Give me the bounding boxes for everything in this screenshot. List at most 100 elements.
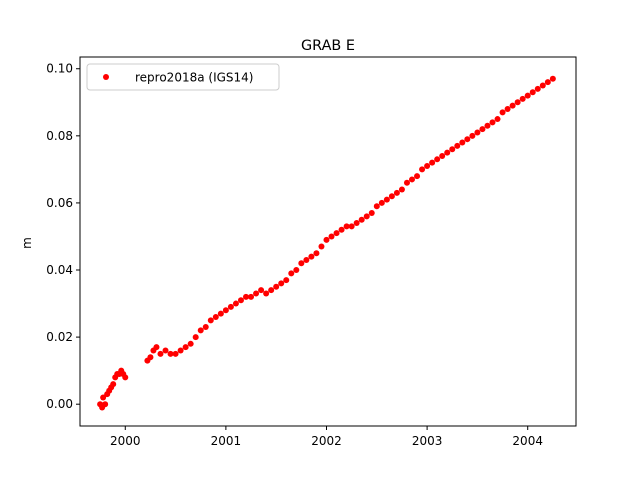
data-point (253, 290, 260, 297)
data-point (388, 193, 395, 200)
data-point (343, 223, 350, 230)
data-point (232, 300, 239, 307)
data-point (363, 213, 370, 220)
data-point (549, 75, 556, 82)
y-tick-label: 0.10 (46, 62, 73, 76)
data-point (403, 179, 410, 186)
data-point (353, 220, 360, 227)
data-point (172, 350, 179, 357)
data-point (100, 394, 107, 401)
data-point (449, 146, 456, 153)
data-point (459, 139, 466, 146)
data-point (318, 243, 325, 250)
data-point (383, 196, 390, 203)
data-point (222, 307, 229, 314)
data-point (147, 354, 154, 361)
data-point (454, 142, 461, 149)
data-point (177, 347, 184, 354)
x-tick-label: 2000 (110, 434, 141, 448)
data-point (494, 116, 501, 123)
y-tick-label: 0.06 (46, 196, 73, 210)
data-point (167, 350, 174, 357)
data-point (514, 99, 521, 106)
legend-box (86, 63, 280, 91)
y-tick-label: 0.02 (46, 330, 73, 344)
data-point (414, 173, 421, 180)
data-point (504, 106, 511, 112)
data-point (243, 293, 249, 300)
data-point (519, 95, 526, 102)
axes-frame (79, 56, 577, 427)
data-point (489, 119, 496, 126)
data-point (162, 347, 169, 354)
y-axis-label: m (20, 237, 34, 249)
data-point (278, 280, 285, 287)
data-point (268, 287, 275, 294)
data-point (293, 267, 300, 274)
data-point (192, 334, 199, 341)
data-point (187, 340, 194, 347)
data-point (544, 79, 551, 86)
chart-title: GRAB E (301, 38, 355, 54)
data-point (378, 199, 385, 206)
data-point (469, 132, 476, 139)
data-point (153, 344, 160, 351)
plot-area (97, 75, 556, 411)
data-point (197, 327, 204, 334)
data-point (409, 176, 416, 183)
data-point (202, 324, 209, 331)
data-point (182, 344, 189, 351)
data-point (358, 216, 365, 223)
data-point (368, 209, 375, 216)
data-point (328, 233, 335, 240)
data-point (398, 186, 405, 193)
data-point (102, 401, 109, 408)
y-tick-label: 0.04 (46, 263, 73, 277)
data-point (313, 250, 320, 257)
data-point (474, 129, 481, 136)
data-point (258, 287, 265, 294)
data-point (479, 126, 486, 133)
data-point (122, 374, 129, 381)
data-point (283, 277, 290, 284)
data-point (110, 381, 117, 388)
data-point (539, 82, 546, 89)
data-point (248, 293, 255, 300)
x-tick-label: 2004 (512, 434, 543, 448)
data-point (439, 152, 446, 159)
data-point (157, 350, 164, 357)
data-point (509, 102, 516, 109)
data-point (338, 226, 345, 233)
axes: 2000 2001 2002 2003 2004 0.00 0.02 0.04 0.06 0.08… (46, 56, 577, 448)
x-tick-label: 2001 (211, 434, 242, 448)
data-point (207, 317, 214, 324)
data-point (303, 256, 310, 263)
x-tick-label: 2003 (412, 434, 443, 448)
legend-label: repro2018a (IGS14) (135, 71, 253, 85)
data-point (298, 260, 305, 267)
data-point (419, 166, 426, 173)
data-point (217, 310, 224, 317)
data-point (373, 203, 380, 210)
data-point (464, 136, 471, 143)
legend: repro2018a (IGS14) (86, 63, 280, 91)
data-point (524, 92, 531, 99)
data-point (323, 236, 330, 243)
data-point (273, 283, 280, 290)
data-point (484, 122, 491, 129)
data-point (499, 109, 506, 116)
data-point (227, 303, 234, 310)
data-point (534, 85, 541, 92)
data-point (308, 253, 315, 260)
data-point (263, 290, 270, 297)
data-point (333, 230, 340, 237)
legend-marker (103, 74, 109, 80)
data-point (212, 313, 219, 320)
data-point (393, 189, 400, 196)
x-tick-label: 2002 (311, 434, 342, 448)
data-point (288, 270, 295, 277)
data-point (529, 89, 536, 96)
data-point (348, 223, 355, 230)
